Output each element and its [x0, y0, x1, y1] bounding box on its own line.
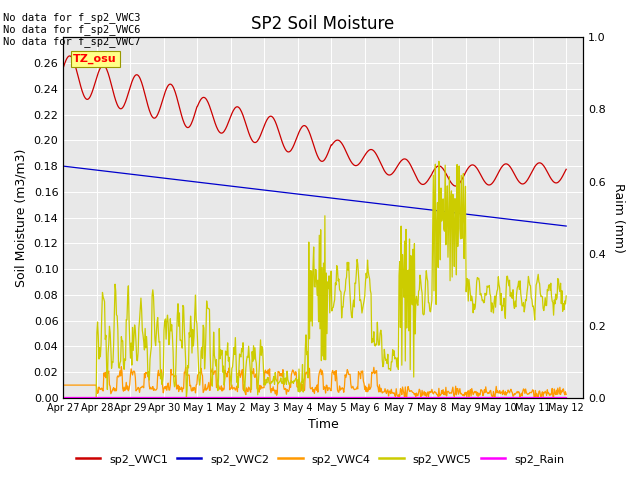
Legend: sp2_VWC1, sp2_VWC2, sp2_VWC4, sp2_VWC5, sp2_Rain: sp2_VWC1, sp2_VWC2, sp2_VWC4, sp2_VWC5, …: [72, 450, 568, 469]
Y-axis label: Soil Moisture (m3/m3): Soil Moisture (m3/m3): [15, 148, 28, 287]
Text: No data for f_sp2_VWC6: No data for f_sp2_VWC6: [3, 24, 141, 35]
X-axis label: Time: Time: [308, 419, 339, 432]
Y-axis label: Raim (mm): Raim (mm): [612, 183, 625, 252]
Text: TZ_osu: TZ_osu: [74, 54, 117, 64]
Text: No data for f_sp2_VWC3: No data for f_sp2_VWC3: [3, 12, 141, 23]
Title: SP2 Soil Moisture: SP2 Soil Moisture: [252, 15, 395, 33]
Text: No data for f_sp2_VWC7: No data for f_sp2_VWC7: [3, 36, 141, 47]
